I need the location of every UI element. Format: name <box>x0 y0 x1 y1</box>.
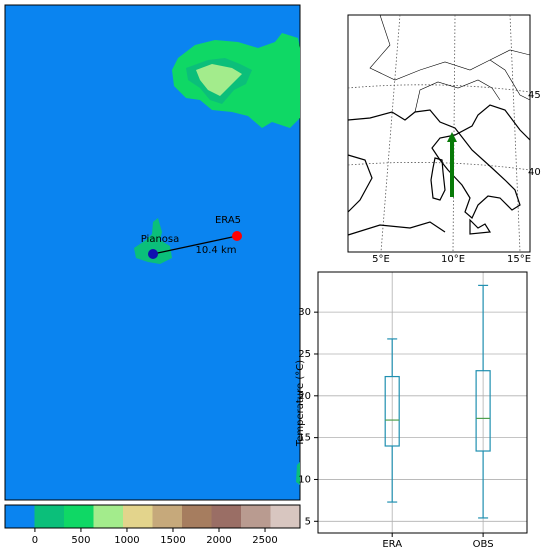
colorbar-tick-label: 2000 <box>206 535 231 546</box>
colorbar-segment <box>93 505 124 528</box>
y-tick-label: 20 <box>298 391 311 402</box>
era5-label: ERA5 <box>215 215 241 226</box>
lat-label: 45 <box>528 90 541 101</box>
colorbar-segment <box>241 505 271 528</box>
colorbar-segment <box>34 505 65 528</box>
colorbar-segment <box>182 505 212 528</box>
era5-point <box>232 231 242 241</box>
graticule <box>347 84 531 93</box>
coastline <box>347 221 446 236</box>
y-tick-label: 30 <box>298 307 311 318</box>
colorbar-frame <box>4 504 301 529</box>
island-fragment <box>296 462 300 485</box>
graticule <box>509 14 521 253</box>
station-label: Pianosa <box>141 234 180 245</box>
x-tick-label: OBS <box>473 539 494 550</box>
coastline <box>347 104 531 219</box>
colorbar-segment <box>123 505 153 528</box>
colorbar: 0 500 1000 1500 2000 2500 <box>5 505 301 546</box>
island-highland <box>196 64 242 96</box>
colorbar-tick-label: 2500 <box>252 535 277 546</box>
colorbar-tick-label: 0 <box>32 535 38 546</box>
border <box>489 59 531 101</box>
colorbar-tick-label: 1000 <box>114 535 139 546</box>
graticule <box>452 14 456 253</box>
box <box>384 375 400 447</box>
colorbar-tick-label: 500 <box>71 535 90 546</box>
graticule <box>347 162 531 171</box>
coastline <box>430 157 446 201</box>
y-tick-label: 10 <box>298 474 311 485</box>
colorbar-segment <box>152 505 183 528</box>
border <box>369 14 531 81</box>
lon-label: 15°E <box>507 254 531 265</box>
y-tick-label: 25 <box>298 349 311 360</box>
inset-map: 5°E 10°E 15°E 45 40 <box>347 14 541 265</box>
distance-line <box>152 235 238 255</box>
lon-label: 5°E <box>372 254 390 265</box>
y-tick-label: 5 <box>305 516 311 527</box>
colorbar-segment <box>211 505 242 528</box>
lat-label: 40 <box>528 167 541 178</box>
colorbar-segment <box>270 505 301 528</box>
arrow-head <box>447 132 457 142</box>
y-axis-label: Temperature (°C) <box>295 360 306 447</box>
colorbar-segment <box>5 505 35 528</box>
station-point <box>148 249 158 259</box>
coastline <box>469 218 492 235</box>
graticule <box>380 14 401 253</box>
x-tick-label: ERA <box>382 539 402 550</box>
colorbar-tick-label: 1500 <box>160 535 185 546</box>
distance-label: 10.4 km <box>196 245 237 256</box>
border <box>414 79 501 113</box>
boxplot: 5 10 15 20 25 30 ERA OBS <box>298 271 528 550</box>
box <box>475 370 491 452</box>
inset-frame <box>347 14 531 253</box>
lon-label: 10°E <box>441 254 465 265</box>
colorbar-segment <box>64 505 94 528</box>
coastline <box>347 154 373 213</box>
plot-frame <box>317 271 528 534</box>
y-tick-label: 15 <box>298 433 311 444</box>
